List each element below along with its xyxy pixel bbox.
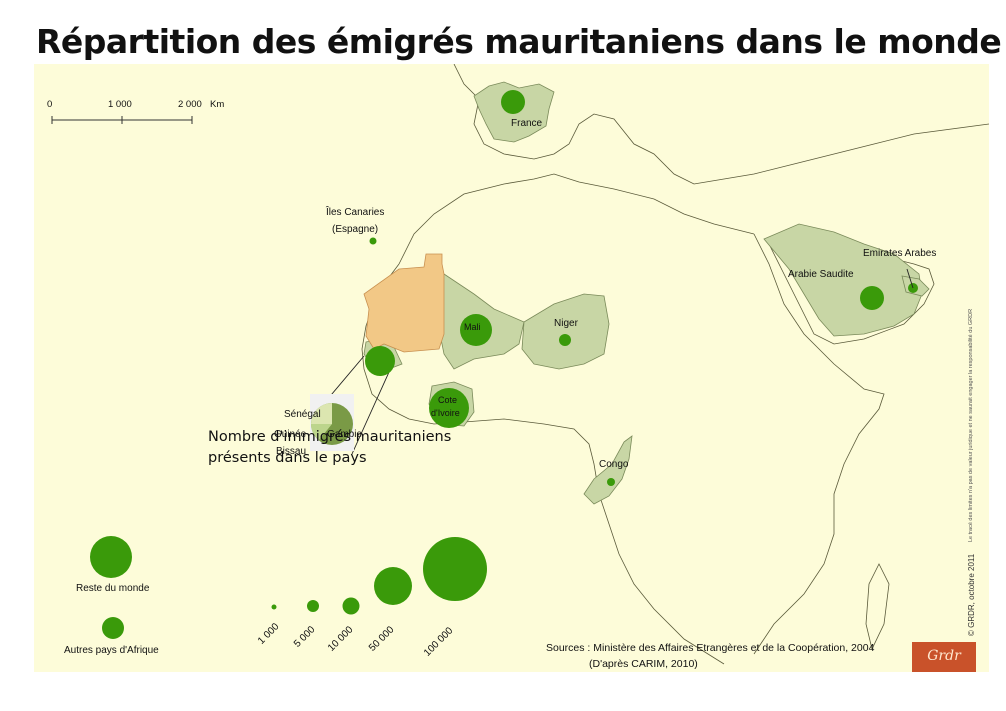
label-guinee-2: Bissau [276, 446, 307, 457]
legend-reste-circle [90, 536, 132, 578]
map-title: Répartition des émigrés mauritaniens dan… [36, 22, 1002, 61]
label-france: France [511, 118, 543, 129]
scale-unit: Km [210, 99, 225, 110]
label-gambie: Gambie [327, 429, 363, 440]
legend-size-100000 [423, 537, 487, 601]
madagascar [865, 563, 890, 651]
label-congo: Congo [599, 459, 629, 470]
circle-france [501, 90, 525, 114]
label-emirates: Emirates Arabes [863, 248, 937, 259]
circle-senegal [365, 346, 395, 376]
circle-niger [559, 334, 571, 346]
coastlines [361, 64, 989, 665]
legend-size-5000 [307, 600, 319, 612]
source-line-1: Sources : Ministère des Affaires Etrangè… [546, 642, 875, 654]
legend-title-line-2: présents dans le pays [208, 450, 367, 466]
africa-east-coast [753, 233, 885, 655]
scale-tick-1000: 1 000 [108, 99, 132, 110]
scale-tick-0: 0 [47, 99, 53, 110]
source-line-2: (D'après CARIM, 2010) [589, 658, 698, 670]
legend-size-10000 [342, 597, 360, 615]
scale-bar [51, 116, 193, 124]
circle-mali [460, 314, 492, 346]
disclaimer-vertical: Le tracé des limites n'a pas de valeur j… [968, 308, 974, 542]
legend-title: Nombre d'immigrés mauritaniens présents … [208, 427, 451, 469]
label-arabie: Arabie Saudite [788, 269, 854, 280]
map-canvas: 0 1 000 2 000 Km France Îles Canaries (E… [34, 64, 989, 672]
map-svg [51, 64, 989, 665]
label-cote-1: Cote [438, 395, 458, 405]
circle-cote-ivoire [429, 388, 469, 428]
legend-circles [90, 536, 487, 639]
map-circles [365, 90, 918, 486]
mauritania-shape [363, 253, 445, 353]
label-mali: Mali [464, 322, 481, 332]
label-guinee-1: Guinée [274, 429, 307, 440]
label-senegal: Sénégal [284, 409, 321, 420]
legend-size-50000 [374, 567, 412, 605]
saudi-shape [763, 223, 923, 337]
circle-canaries [369, 237, 377, 245]
legend-autres-label: Autres pays d'Afrique [64, 645, 159, 656]
label-canaries-2: (Espagne) [332, 224, 379, 235]
niger-shape [521, 293, 610, 370]
legend-reste-label: Reste du monde [76, 583, 150, 594]
scale-tick-2000: 2 000 [178, 99, 202, 110]
legend-size-1000 [271, 604, 277, 610]
circle-saudi [860, 286, 884, 310]
circle-congo [607, 478, 615, 486]
label-cote-2: d'Ivoire [431, 408, 460, 418]
pie-chart [311, 403, 353, 445]
grdr-logo: Grdr [912, 642, 976, 672]
africa-west-coast [361, 263, 725, 665]
congo-shape [583, 435, 633, 505]
label-canaries-1: Îles Canaries [326, 207, 385, 218]
legend-title-line-1: Nombre d'immigrés mauritaniens [208, 429, 452, 445]
label-niger: Niger [554, 318, 578, 329]
europe-coast [453, 64, 989, 185]
mediterranean-south [398, 173, 755, 265]
legend-autres-circle [102, 617, 124, 639]
credit-vertical: © GRDR, octobre 2011 [967, 553, 976, 636]
uae-leader [906, 268, 914, 289]
